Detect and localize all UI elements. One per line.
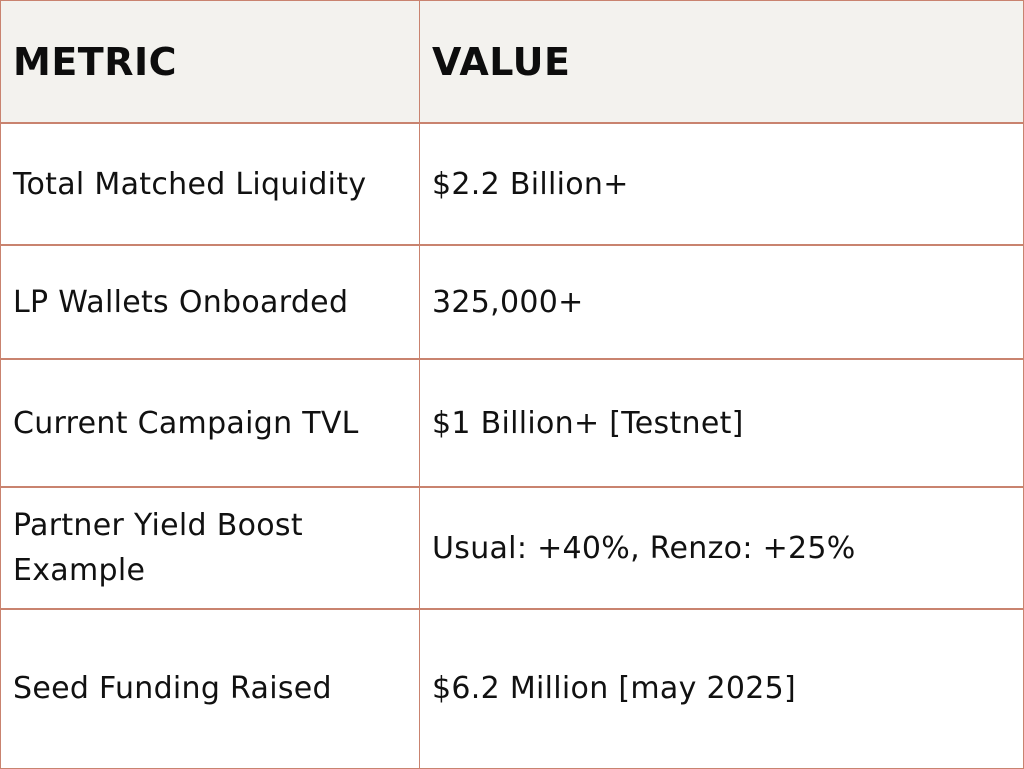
table-row: Current Campaign TVL $1 Billion+ [Testne… xyxy=(0,358,1024,488)
table-row: Seed Funding Raised $6.2 Million [may 20… xyxy=(0,608,1024,769)
table-row: Total Matched Liquidity $2.2 Billion+ xyxy=(0,122,1024,246)
value-cell: 325,000+ xyxy=(419,244,1024,360)
value-cell: Usual: +40%, Renzo: +25% xyxy=(419,486,1024,610)
metric-cell: Partner Yield Boost Example xyxy=(0,486,420,610)
metric-cell: Seed Funding Raised xyxy=(0,608,420,769)
metric-cell: Total Matched Liquidity xyxy=(0,122,420,246)
value-cell: $2.2 Billion+ xyxy=(419,122,1024,246)
metric-cell: LP Wallets Onboarded xyxy=(0,244,420,360)
metric-cell: Current Campaign TVL xyxy=(0,358,420,488)
table-row: LP Wallets Onboarded 325,000+ xyxy=(0,244,1024,360)
table-row: Partner Yield Boost Example Usual: +40%,… xyxy=(0,486,1024,610)
value-cell: $6.2 Million [may 2025] xyxy=(419,608,1024,769)
table-header-row: METRIC VALUE xyxy=(0,0,1024,124)
value-cell: $1 Billion+ [Testnet] xyxy=(419,358,1024,488)
value-column-header: VALUE xyxy=(419,0,1024,124)
metric-column-header: METRIC xyxy=(0,0,420,124)
